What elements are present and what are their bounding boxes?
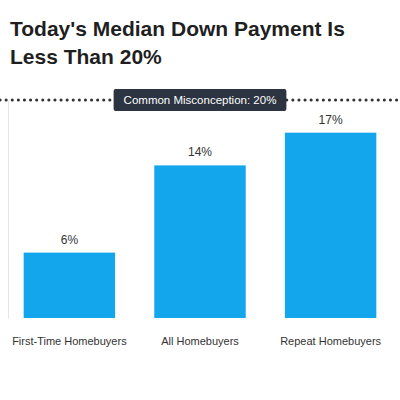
data-label: 17%	[319, 113, 343, 127]
bars	[24, 133, 377, 318]
chart: Today's Median Down Payment IsLess Than …	[0, 0, 400, 400]
x-axis-line	[9, 318, 393, 319]
x-tick-label: All Homebuyers	[161, 335, 239, 347]
reference-label: Common Misconception: 20%	[114, 89, 287, 111]
x-tick-label: Repeat Homebuyers	[280, 335, 381, 347]
y-axis	[8, 101, 10, 319]
x-tick-label: First-Time Homebuyers	[12, 335, 127, 347]
background	[0, 0, 400, 400]
x-tick: First-Time Homebuyers	[12, 318, 127, 347]
x-tick: All Homebuyers	[161, 318, 239, 347]
bar	[285, 133, 376, 318]
x-axis: First-Time Homebuyers All Homebuyers Repea…	[9, 318, 393, 347]
data-labels: 6% 14% 17%	[61, 113, 343, 247]
x-tick: Repeat Homebuyers	[280, 318, 381, 347]
y-axis-line	[8, 101, 9, 319]
data-label: 14%	[188, 145, 212, 159]
data-label: 6%	[61, 233, 79, 247]
reference-label-text: Common Misconception: 20%	[124, 94, 277, 106]
bar	[24, 253, 115, 318]
reference-label-box	[114, 89, 287, 111]
title: Today's Median Down Payment IsLess Than …	[10, 17, 345, 68]
bar	[154, 165, 245, 318]
